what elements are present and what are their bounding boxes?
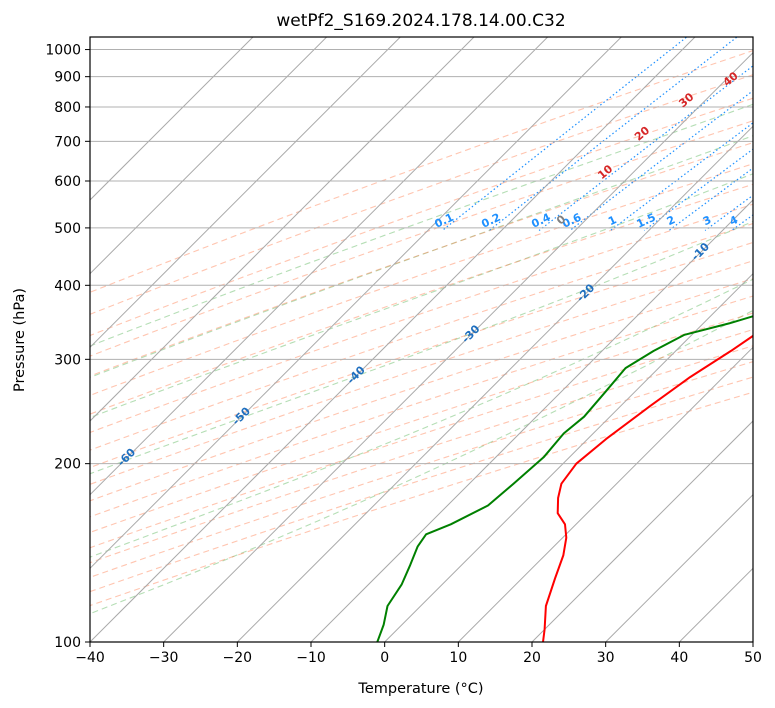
dewpoint-line (376, 315, 753, 642)
dry-adiabats (90, 50, 753, 607)
plot-frame (89, 36, 754, 643)
isotherms (90, 37, 753, 642)
dry-adiabat (90, 260, 753, 485)
isotherm (90, 37, 402, 349)
mixing-ratio-line (643, 148, 753, 231)
mixing-ratio-line (569, 89, 753, 231)
dry-adiabat (90, 163, 753, 397)
x-tick-label: 0 (380, 650, 389, 666)
y-tick-label: 300 (54, 352, 81, 368)
dry-adiabat (90, 295, 753, 518)
isotherm (162, 51, 753, 642)
y-axis-label: Pressure (hPa) (12, 288, 28, 392)
dry-adiabat (90, 391, 753, 607)
y-tick-label: 900 (54, 70, 81, 86)
dry-adiabat (90, 120, 753, 357)
dry-adiabat (90, 241, 753, 469)
isotherm (90, 37, 696, 642)
x-tick-label: 20 (523, 650, 541, 666)
dry-adiabat (90, 203, 753, 434)
y-tick-label: 800 (54, 100, 81, 116)
moist-adiabat (90, 220, 753, 475)
dry-adiabat (90, 361, 753, 578)
moist-adiabat (90, 309, 753, 615)
isotherm (310, 199, 753, 642)
y-tick-label: 1000 (45, 43, 81, 59)
y-axis: 1000 900 800 700 600 500 400 300 200 100 (45, 43, 90, 651)
x-axis: −40 −30 −20 −10 0 10 20 30 40 50 (75, 642, 762, 666)
y-tick-label: 700 (54, 134, 81, 150)
isotherm (531, 420, 753, 642)
x-axis-label: Temperature (°C) (357, 681, 483, 697)
x-tick-label: 10 (449, 650, 467, 666)
y-tick-label: 400 (54, 278, 81, 294)
dry-adiabat (90, 328, 753, 549)
moist-adiabat (90, 278, 753, 558)
x-tick-label: −30 (149, 650, 179, 666)
y-tick-label: 100 (54, 635, 81, 651)
chart-title: wetPf2_S169.2024.178.14.00.C32 (276, 11, 565, 31)
x-tick-label: 40 (670, 650, 688, 666)
x-tick-label: −40 (75, 650, 105, 666)
isotherm (383, 272, 753, 642)
isotherm (90, 37, 254, 201)
y-tick-label: 500 (54, 221, 81, 237)
temperature-line (542, 334, 753, 642)
isotherm (604, 493, 753, 642)
x-tick-label: 50 (744, 650, 762, 666)
y-tick-label: 600 (54, 174, 81, 190)
x-tick-label: 30 (597, 650, 615, 666)
pressure-gridlines (90, 49, 753, 642)
isotherm (236, 125, 753, 642)
dry-adiabat (90, 50, 753, 293)
sounding-series (376, 315, 753, 642)
y-tick-label: 200 (54, 457, 81, 473)
x-tick-label: −10 (296, 650, 326, 666)
isotherm (90, 37, 328, 275)
isotherm (90, 37, 475, 422)
dry-adiabat (90, 97, 753, 337)
isotherm (457, 346, 753, 642)
plot-area: 0.10.20.40.611.52346810131620253036-100-… (90, 37, 753, 642)
x-tick-label: −20 (223, 650, 253, 666)
isotherm (90, 37, 623, 570)
dry-adiabat (90, 142, 753, 377)
isotherm (90, 37, 549, 496)
